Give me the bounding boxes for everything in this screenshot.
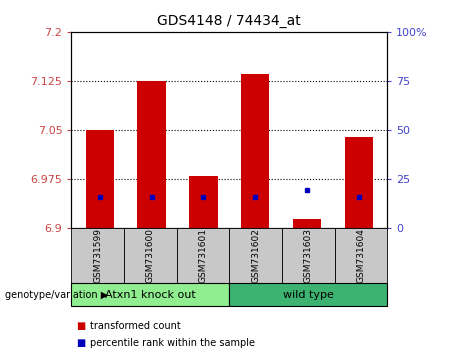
Text: GSM731600: GSM731600: [146, 228, 155, 283]
Bar: [241, 74, 270, 228]
Bar: [189, 176, 218, 228]
Text: transformed count: transformed count: [90, 321, 181, 331]
Text: wild type: wild type: [283, 290, 334, 300]
Bar: [344, 137, 373, 228]
Title: GDS4148 / 74434_at: GDS4148 / 74434_at: [158, 14, 301, 28]
Text: ■: ■: [76, 338, 85, 348]
Text: GSM731604: GSM731604: [356, 228, 366, 283]
Bar: [137, 81, 166, 228]
Text: GSM731601: GSM731601: [199, 228, 207, 283]
Bar: [86, 130, 114, 228]
Text: percentile rank within the sample: percentile rank within the sample: [90, 338, 255, 348]
Text: ■: ■: [76, 321, 85, 331]
Text: Atxn1 knock out: Atxn1 knock out: [105, 290, 196, 300]
Bar: [293, 218, 321, 228]
Text: GSM731599: GSM731599: [93, 228, 102, 283]
Text: GSM731603: GSM731603: [304, 228, 313, 283]
Text: GSM731602: GSM731602: [251, 228, 260, 283]
Text: genotype/variation ▶: genotype/variation ▶: [5, 290, 108, 300]
